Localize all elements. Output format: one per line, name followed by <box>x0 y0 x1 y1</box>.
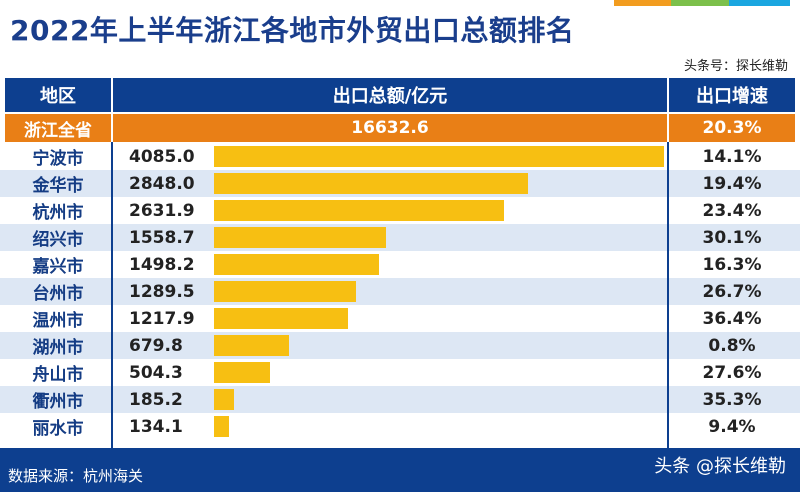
table-row: 温州市 1217.9 36.4% <box>0 305 800 332</box>
row-region-label: 衢州市 <box>32 392 84 412</box>
row-region-label: 丽水市 <box>32 419 84 439</box>
table-row: 绍兴市 1558.7 30.1% <box>0 224 800 251</box>
accent-bar-green <box>671 0 729 6</box>
bar-mark <box>214 281 357 302</box>
chart-title: 2022年上半年浙江各地市外贸出口总额排名 <box>10 14 575 47</box>
row-region-label: 金华市 <box>32 176 84 196</box>
row-growth-label: 23.4% <box>702 200 762 221</box>
row-region-label: 湖州市 <box>32 338 84 358</box>
row-value-label: 1498.2 <box>129 254 195 275</box>
bar-mark <box>214 362 270 383</box>
row-growth-label: 14.1% <box>702 146 762 167</box>
row-value-label: 679.8 <box>129 335 183 356</box>
bar-mark <box>214 227 386 248</box>
table-row: 湖州市 679.8 0.8% <box>0 332 800 359</box>
table-row: 杭州市 2631.9 23.4% <box>0 197 800 224</box>
row-growth-label: 26.7% <box>702 281 762 302</box>
row-value-label: 134.1 <box>129 416 183 437</box>
row-region-label: 嘉兴市 <box>32 257 84 277</box>
total-growth: 20.3% <box>669 114 795 142</box>
bar-mark <box>214 146 664 167</box>
row-growth-label: 19.4% <box>702 173 762 194</box>
column-divider-right <box>667 142 669 448</box>
table-row: 宁波市 4085.0 14.1% <box>0 143 800 170</box>
row-value-label: 2631.9 <box>129 200 195 221</box>
bar-mark <box>214 389 235 410</box>
row-growth-label: 35.3% <box>702 389 762 410</box>
table-row: 金华市 2848.0 19.4% <box>0 170 800 197</box>
bar-mark <box>214 200 504 221</box>
bar-mark <box>214 173 528 194</box>
total-region: 浙江全省 <box>5 114 111 142</box>
row-value-label: 4085.0 <box>129 146 195 167</box>
row-value-label: 1217.9 <box>129 308 195 329</box>
row-growth-label: 30.1% <box>702 227 762 248</box>
footer-bar <box>0 448 800 492</box>
row-value-label: 1289.5 <box>129 281 195 302</box>
row-value-label: 1558.7 <box>129 227 195 248</box>
header-growth: 出口增速 <box>669 78 795 112</box>
column-divider-left <box>111 142 113 448</box>
header-export: 出口总额/亿元 <box>113 78 667 112</box>
bar-mark <box>214 416 229 437</box>
bar-mark <box>214 335 289 356</box>
row-region-label: 温州市 <box>32 311 84 331</box>
footer-logo: 头条 @探长维勒 <box>654 456 786 477</box>
row-region-label: 台州市 <box>32 284 84 304</box>
row-growth-label: 9.4% <box>708 416 756 437</box>
table-row: 台州市 1289.5 26.7% <box>0 278 800 305</box>
row-value-label: 2848.0 <box>129 173 195 194</box>
source-label: 头条号：探长维勒 <box>683 59 788 74</box>
table-row: 丽水市 134.1 9.4% <box>0 413 800 440</box>
row-region-label: 舟山市 <box>32 365 84 385</box>
row-growth-label: 16.3% <box>702 254 762 275</box>
row-region-label: 杭州市 <box>32 203 84 223</box>
total-export: 16632.6 <box>113 114 667 142</box>
bar-mark <box>214 254 380 275</box>
row-growth-label: 0.8% <box>708 335 756 356</box>
row-growth-label: 36.4% <box>702 308 762 329</box>
row-value-label: 504.3 <box>129 362 183 383</box>
header-region: 地区 <box>5 78 111 112</box>
bar-mark <box>214 308 349 329</box>
accent-bar-blue <box>729 0 790 6</box>
accent-bar-orange <box>614 0 671 6</box>
row-region-label: 绍兴市 <box>32 230 84 250</box>
row-growth-label: 27.6% <box>702 362 762 383</box>
table-row: 衢州市 185.2 35.3% <box>0 386 800 413</box>
footer-source: 数据来源：杭州海关 <box>8 467 144 485</box>
table-row: 舟山市 504.3 27.6% <box>0 359 800 386</box>
table-row: 嘉兴市 1498.2 16.3% <box>0 251 800 278</box>
row-value-label: 185.2 <box>129 389 183 410</box>
row-region-label: 宁波市 <box>32 149 84 169</box>
